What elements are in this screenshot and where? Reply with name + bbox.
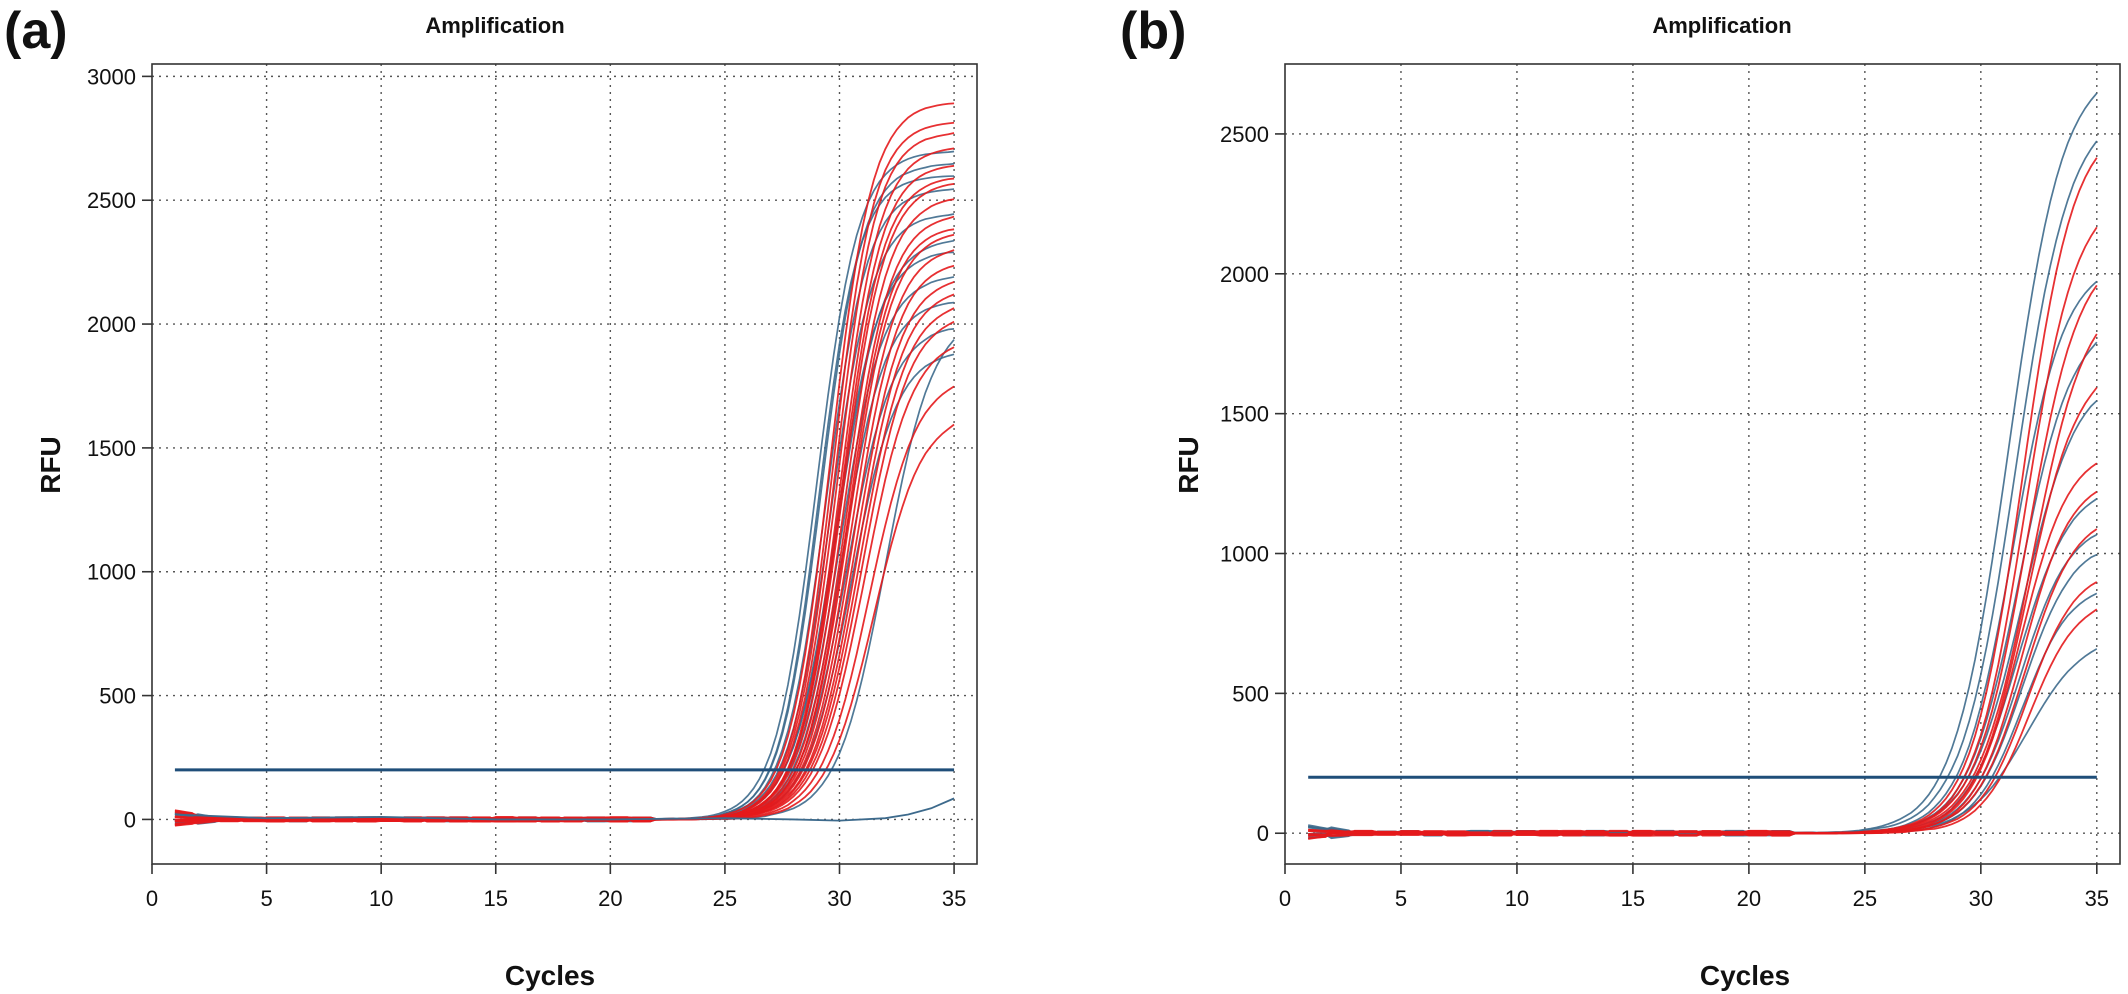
y-axis-label-a: RFU [35, 436, 66, 494]
panel-label-a: (a) [4, 2, 68, 60]
y-tick-label-a: 3000 [87, 64, 136, 89]
grid-b [1285, 64, 2120, 864]
x-tick-label-b: 5 [1395, 886, 1407, 911]
amplification-curve-b [1308, 333, 2098, 837]
x-tick-label-b: 0 [1279, 886, 1291, 911]
amplification-curve-b [1308, 386, 2098, 837]
x-tick-label-b: 30 [1969, 886, 1993, 911]
y-tick-label-b: 2500 [1220, 122, 1269, 147]
x-tick-label-a: 20 [598, 886, 622, 911]
y-tick-label-b: 500 [1232, 681, 1269, 706]
amplification-curve-b [1308, 462, 2098, 837]
x-tick-label-b: 35 [2085, 886, 2109, 911]
x-tick-label-a: 35 [942, 886, 966, 911]
y-tick-label-a: 2500 [87, 188, 136, 213]
x-tick-label-b: 15 [1621, 886, 1645, 911]
y-axis-label-b: RFU [1173, 436, 1204, 494]
x-tick-label-a: 30 [827, 886, 851, 911]
amplification-curve-a [174, 264, 955, 823]
negative-control-curve-a [174, 797, 955, 822]
x-tick-label-a: 25 [713, 886, 737, 911]
plot-frame-b [1284, 63, 2121, 865]
x-tick-label-b: 20 [1737, 886, 1761, 911]
amplification-curve-b [1308, 284, 2098, 840]
amplification-curve-b [1308, 226, 2098, 837]
curves-b [1308, 92, 2098, 840]
chart-title-b: Amplification [1652, 13, 1791, 38]
y-tick-label-a: 0 [124, 807, 136, 832]
amplification-curve-a [174, 177, 955, 823]
amplification-curve-b [1308, 581, 2098, 837]
curves-a [174, 102, 955, 827]
amplification-curve-b [1308, 553, 2098, 837]
x-tick-label-b: 10 [1505, 886, 1529, 911]
amplification-curve-b [1308, 608, 2098, 837]
amplification-curve-b [1308, 490, 2098, 837]
y-tick-label-a: 500 [99, 684, 136, 709]
x-tick-label-a: 0 [146, 886, 158, 911]
y-tick-label-b: 1000 [1220, 542, 1269, 567]
y-tick-label-a: 1000 [87, 560, 136, 585]
chart-panel-b: (b) Amplification Cycles RFU 0 5 10 15 20 25 3… [1120, 2, 2121, 991]
x-tick-label-a: 10 [369, 886, 393, 911]
y-tick-label-a: 2000 [87, 312, 136, 337]
chart-title-a: Amplification [425, 13, 564, 38]
x-tick-label-a: 5 [260, 886, 272, 911]
amplification-curve-a [174, 147, 955, 823]
panel-label-b: (b) [1120, 2, 1186, 60]
y-tick-label-b: 2000 [1220, 262, 1269, 287]
plot-frame-a [151, 63, 978, 865]
x-axis-label-b: Cycles [1700, 960, 1790, 991]
x-tick-label-a: 15 [484, 886, 508, 911]
tick-labels-b: 0 5 10 15 20 25 30 35 0 500 1000 1500 2000 2500 [1220, 122, 2109, 911]
x-axis-label-a: Cycles [505, 960, 595, 991]
amplification-curve-b [1308, 140, 2098, 838]
chart-panel-a: (a) Amplification Cycles RFU 0 5 10 15 20 25 3… [4, 2, 978, 991]
y-tick-label-b: 1500 [1220, 402, 1269, 427]
x-tick-label-b: 25 [1853, 886, 1877, 911]
tick-labels-a: 0 5 10 15 20 25 30 35 0 500 1000 1500 2000 2500 3000 [87, 64, 966, 911]
y-tick-label-a: 1500 [87, 436, 136, 461]
y-tick-label-b: 0 [1257, 821, 1269, 846]
amplification-curve-b [1308, 341, 2098, 837]
amplification-curve-b [1308, 157, 2098, 837]
